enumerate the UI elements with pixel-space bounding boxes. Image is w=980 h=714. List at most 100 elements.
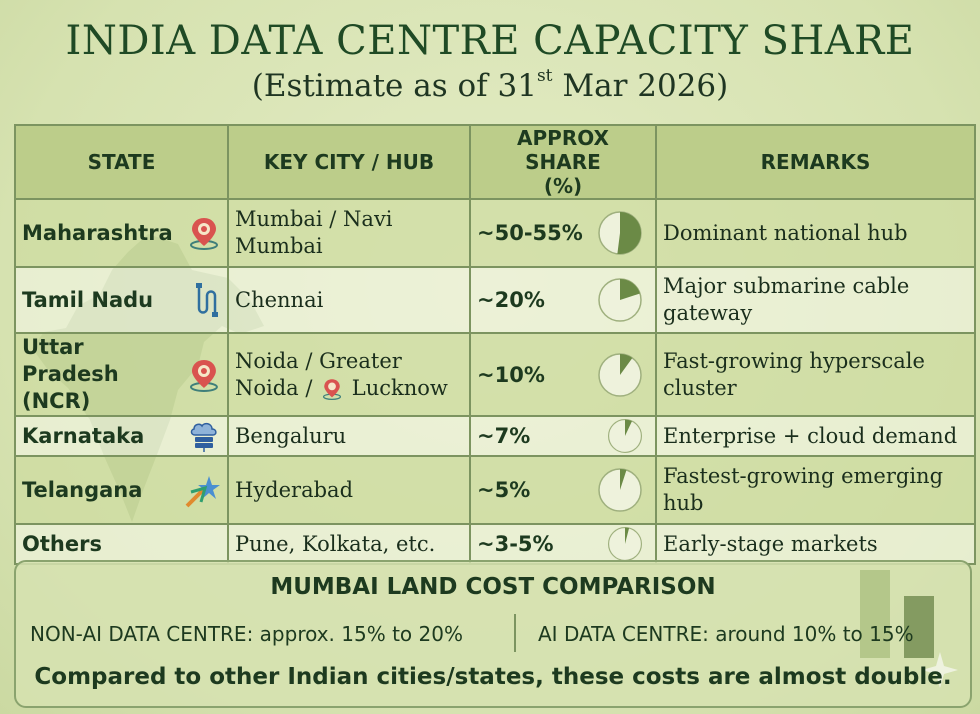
ai-cost-text: AI DATA CENTRE: around 10% to 15% — [538, 622, 914, 646]
state-name: Tamil Nadu — [22, 287, 154, 312]
remark-cell: Major submarine cable gateway — [655, 266, 976, 334]
comparison-note: Compared to other Indian cities/states, … — [34, 664, 952, 690]
remark-cell: Fastest-growing emerging hub — [655, 455, 976, 525]
remark-line: Early-stage markets — [663, 531, 878, 556]
share-value: ~7% — [477, 424, 531, 448]
header-state: STATE — [14, 124, 229, 200]
share-value: ~20% — [477, 288, 545, 312]
share-cell: ~20% — [469, 266, 657, 334]
page-subtitle: (Estimate as of 31st Mar 2026) — [0, 65, 980, 104]
share-pie-chart — [607, 526, 643, 562]
table-row: Tamil Nadu Chennai ~20% — [14, 266, 976, 334]
share-pie-chart — [607, 418, 643, 454]
header-share-line1: APPROX SHARE — [517, 126, 609, 174]
city-cell: Hyderabad — [227, 455, 471, 525]
city-cell: Pune, Kolkata, etc. — [227, 523, 471, 565]
table-row: Maharashtra Mumbai / Navi Mumbai ~50-55% — [14, 198, 976, 268]
share-value: ~5% — [477, 478, 531, 502]
state-name-line: (NCR) — [22, 389, 91, 413]
state-cell: Karnataka — [14, 415, 229, 457]
city-line: Hyderabad — [235, 477, 354, 502]
location-pin-icon — [190, 359, 219, 392]
header-remarks: REMARKS — [655, 124, 976, 200]
city-line: Bengaluru — [235, 423, 347, 448]
comparison-divider — [514, 614, 516, 652]
pie-slice — [617, 211, 642, 254]
share-cell: ~10% — [469, 332, 657, 417]
share-pie-chart — [598, 352, 642, 397]
remark-line: Fast-growing hyperscale — [663, 348, 925, 373]
share-cell: ~50-55% — [469, 198, 657, 268]
share-pie-chart — [598, 211, 642, 255]
location-pin-icon — [190, 218, 218, 250]
table-header-row: STATE KEY CITY / HUB APPROX SHARE (%) REM… — [14, 124, 976, 200]
share-value: ~10% — [477, 362, 545, 387]
city-line: Pune, Kolkata, etc. — [235, 531, 436, 556]
state-name-line: Uttar Pradesh — [22, 335, 119, 386]
remark-line: Enterprise + cloud demand — [663, 423, 958, 448]
share-cell: ~3-5% — [469, 523, 657, 565]
remark-line: Major submarine cable — [663, 274, 910, 298]
table-row: Others Pune, Kolkata, etc. ~3-5% Early-s… — [14, 523, 976, 565]
state-name: Karnataka — [22, 423, 145, 448]
state-name: Telangana — [22, 477, 143, 502]
city-line: Mumbai — [235, 234, 323, 258]
city-line: Lucknow — [345, 375, 448, 400]
pie-slice — [620, 469, 627, 490]
page-title: INDIA DATA CENTRE CAPACITY SHARE — [65, 18, 915, 64]
table-row: Telangana Hyderabad ~5% — [14, 455, 976, 525]
non-ai-cost-text: NON-AI DATA CENTRE: approx. 15% to 20% — [30, 622, 463, 646]
state-name: Others — [22, 531, 102, 556]
table-row: Uttar Pradesh (NCR) Noida / Greater Noida… — [14, 332, 976, 417]
city-line: Noida / Greater — [235, 348, 402, 373]
remark-line: gateway — [663, 301, 753, 325]
subtitle-text: (Estimate as of 31 — [251, 68, 537, 104]
share-pie-chart — [598, 278, 642, 322]
state-name: Maharashtra — [22, 220, 173, 245]
pie-slice — [620, 279, 640, 300]
table-row: Karnataka Bengaluru ~7% — [14, 415, 976, 457]
state-cell: Telangana — [14, 455, 229, 525]
pie-slice — [620, 353, 633, 375]
state-cell: Tamil Nadu — [14, 266, 229, 334]
location-pin-icon — [323, 379, 342, 401]
remark-cell: Dominant national hub — [655, 198, 976, 268]
state-cell: Others — [14, 523, 229, 565]
remark-line: Dominant national hub — [663, 220, 908, 245]
share-value: ~50-55% — [477, 221, 583, 245]
header-share: APPROX SHARE (%) — [469, 124, 657, 200]
subtitle-date: Mar 2026) — [552, 68, 729, 104]
pie-slice — [625, 527, 630, 544]
city-cell: Mumbai / Navi Mumbai — [227, 198, 471, 268]
subtitle-superscript: st — [536, 65, 553, 86]
remark-cell: Early-stage markets — [655, 523, 976, 565]
city-line: Noida / — [235, 375, 320, 400]
city-cell: Bengaluru — [227, 415, 471, 457]
remark-line: cluster — [663, 375, 737, 400]
remark-cell: Fast-growing hyperscale cluster — [655, 332, 976, 417]
city-cell: Noida / Greater Noida / Lucknow — [227, 332, 471, 417]
cloud-server-icon — [190, 422, 217, 452]
cable-icon — [196, 283, 218, 317]
share-cell: ~7% — [469, 415, 657, 457]
header-city: KEY CITY / HUB — [227, 124, 471, 200]
city-line: Chennai — [235, 287, 324, 312]
land-cost-comparison-panel: MUMBAI LAND COST COMPARISON NON-AI DATA … — [14, 560, 972, 708]
comparison-title: MUMBAI LAND COST COMPARISON — [270, 574, 716, 600]
capacity-table: STATE KEY CITY / HUB APPROX SHARE (%) REM… — [14, 124, 976, 565]
pie-slice — [625, 419, 632, 436]
city-line: Mumbai / Navi — [235, 207, 393, 231]
bar-chart-icon — [860, 570, 934, 658]
remark-line: Fastest-growing emerging — [663, 464, 944, 488]
remark-line: hub — [663, 491, 704, 515]
remark-cell: Enterprise + cloud demand — [655, 415, 976, 457]
star-arrow-icon — [185, 476, 220, 508]
share-cell: ~5% — [469, 455, 657, 525]
city-cell: Chennai — [227, 266, 471, 334]
share-pie-chart — [598, 468, 642, 512]
share-value: ~3-5% — [477, 532, 554, 556]
state-name: Uttar Pradesh (NCR) — [22, 334, 187, 415]
state-cell: Uttar Pradesh (NCR) — [14, 332, 229, 417]
state-cell: Maharashtra — [14, 198, 229, 268]
sparkle-icon — [922, 652, 958, 688]
